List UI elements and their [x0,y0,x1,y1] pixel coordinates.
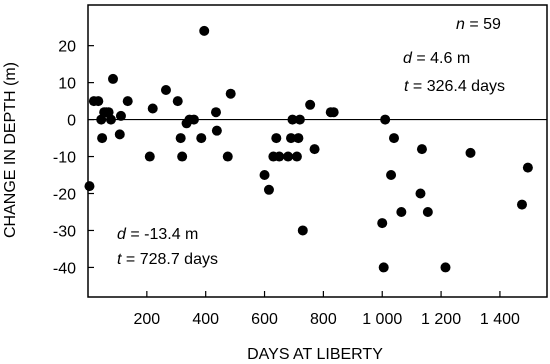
annotation-d-upper-var: d [403,50,413,67]
x-tick-label: 1 400 [480,311,520,328]
x-tick-label: 1 200 [421,311,461,328]
data-point [199,25,210,36]
x-tick-label: 200 [133,311,160,328]
data-point [177,151,188,162]
annotation-d-lower-var: d [117,226,127,243]
annotation-t-lower-text: = 728.7 days [121,251,218,268]
data-point [386,170,397,181]
annotation-d-upper: d = 4.6 m [403,50,470,67]
data-point [380,114,391,125]
y-tick-label: 10 [58,76,76,93]
annotation-n-text: = 59 [465,16,501,33]
data-point [188,114,199,125]
data-point [115,110,126,121]
data-point [377,218,388,229]
annotation-n: n = 59 [456,16,501,33]
x-tick-label: 1 000 [362,311,402,328]
data-point [144,151,155,162]
data-point [172,96,183,107]
annotation-t-lower: t = 728.7 days [117,251,218,268]
data-point [263,184,274,195]
data-point [211,125,222,136]
data-point [274,151,285,162]
annotation-t-upper-text: = 326.4 days [408,78,505,95]
data-point [105,114,116,125]
data-point [440,262,451,273]
plot-border [87,4,548,298]
data-point [222,151,233,162]
data-point [389,133,399,144]
data-point [415,188,426,199]
data-point [93,96,104,107]
data-point [422,206,433,217]
y-tick-label: 20 [58,39,76,56]
plot-frame [87,4,548,298]
data-point [305,99,316,110]
data-points [84,25,533,273]
annotation-d-lower-text: = -13.4 m [126,226,198,243]
data-point [287,114,298,125]
data-point [225,88,236,99]
data-point [328,107,339,118]
data-point [147,103,158,114]
data-point [286,133,297,144]
annotation-d-upper-text: = 4.6 m [412,50,470,67]
data-point [114,129,125,140]
data-point [309,144,320,155]
y-axis-label: CHANGE IN DEPTH (m) [2,62,19,238]
data-point [378,262,389,273]
data-point [259,170,270,181]
data-point [291,151,302,162]
data-point [416,144,427,155]
data-point [297,225,308,236]
data-point [97,133,108,144]
annotation-d-lower: d = -13.4 m [117,226,198,243]
y-tick-label: 0 [67,113,76,130]
data-point [516,199,527,210]
data-point [283,151,294,162]
annotation-n-var: n [456,16,465,33]
data-point [122,96,133,107]
tick-labels: 200 400 600 800 1 000 1 200 1 400 20 10 0 -10 -20 -3… [53,39,520,328]
y-tick-label: -10 [53,150,76,167]
data-point [84,181,95,192]
data-point [522,162,533,173]
x-tick-label: 800 [310,311,337,328]
data-point [210,107,221,118]
data-point [294,114,305,125]
y-tick-label: -30 [53,223,76,240]
annotation-t-upper-var: t [404,78,409,95]
data-point [108,73,119,84]
data-point [293,133,304,144]
data-point [396,206,407,217]
data-point [465,147,476,158]
x-tick-label: 600 [251,311,278,328]
axis-ticks [88,45,501,297]
y-tick-label: -40 [53,260,76,277]
data-point [271,133,282,144]
data-point [196,133,207,144]
y-tick-label: -20 [53,187,76,204]
x-axis-label: DAYS AT LIBERTY [247,346,383,363]
data-point [175,133,186,144]
data-point [160,85,171,96]
x-tick-label: 400 [192,311,219,328]
annotation-t-lower-var: t [117,251,122,268]
annotation-t-upper: t = 326.4 days [404,78,505,95]
